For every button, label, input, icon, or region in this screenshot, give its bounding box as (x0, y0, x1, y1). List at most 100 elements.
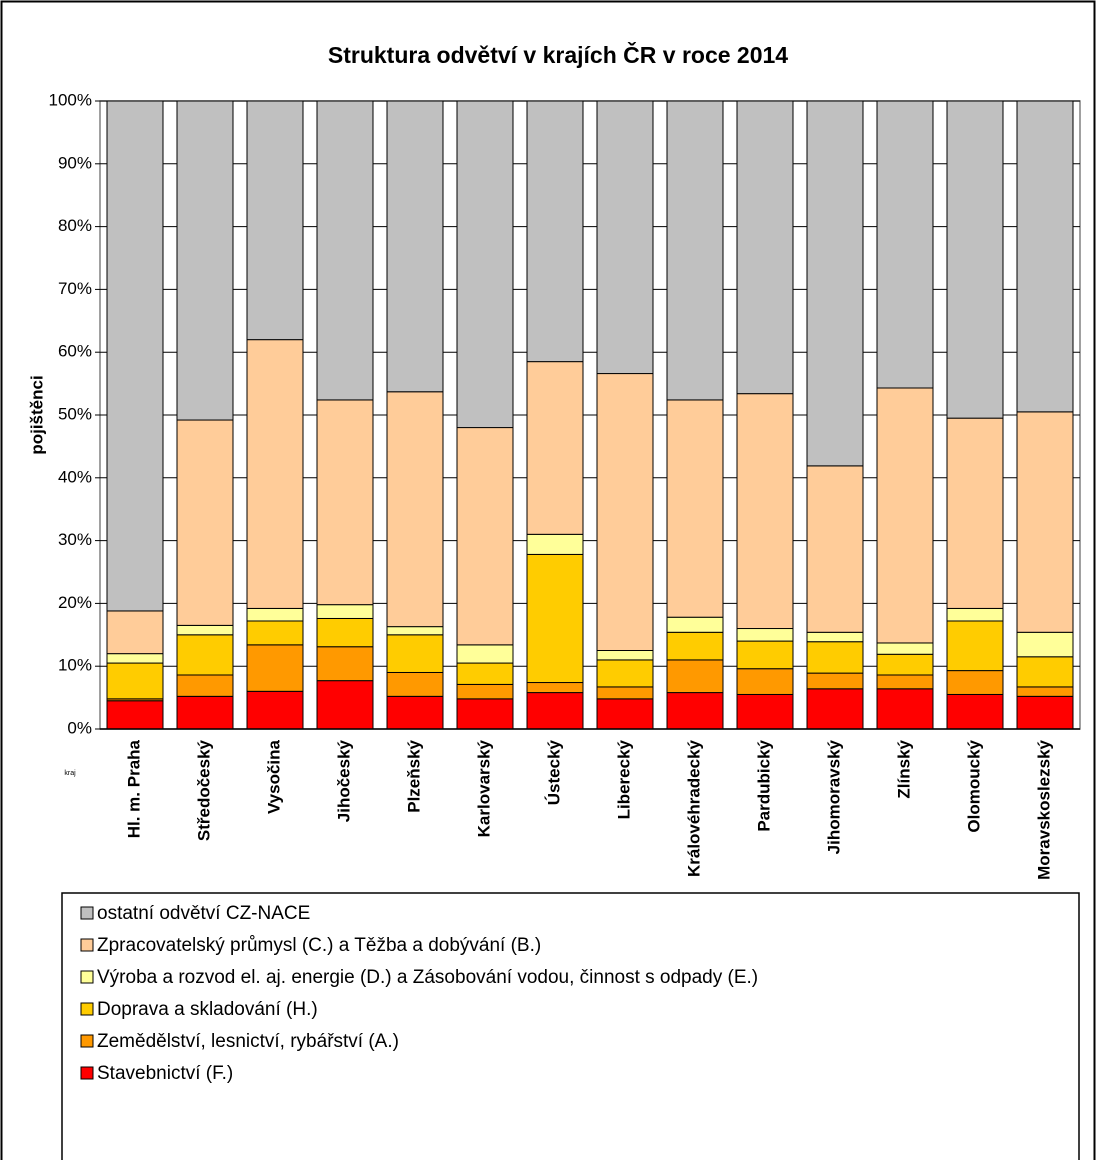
legend-swatch (80, 906, 94, 920)
bar-segment (946, 670, 1004, 695)
y-tick-label: 80% (58, 216, 92, 235)
bar-segment (386, 391, 444, 628)
bar-segment (666, 631, 724, 661)
bar-segment (1016, 100, 1074, 413)
bar-segment (316, 646, 374, 682)
bar-segment (736, 393, 794, 630)
bar-segment (876, 100, 934, 389)
y-tick-label: 20% (58, 593, 92, 612)
y-tick-label: 50% (58, 404, 92, 423)
bar-segment (666, 692, 724, 730)
x-axis-label: kraj (64, 770, 76, 777)
bar-segment (316, 399, 374, 606)
bar-segment (316, 604, 374, 619)
bar-segment (316, 100, 374, 401)
bar-segment (596, 100, 654, 375)
legend-swatch (80, 938, 94, 952)
bar-segment (946, 693, 1004, 730)
bar-segment (946, 620, 1004, 672)
bar-segment (806, 688, 864, 730)
bar-segment (176, 100, 234, 421)
y-tick-label: 30% (58, 530, 92, 549)
legend-label: Výroba a rozvod el. aj. energie (D.) a Z… (97, 967, 758, 988)
bar-segment (106, 610, 164, 655)
bar-segment (456, 100, 514, 429)
bar-segment (596, 686, 654, 700)
bar-segment (736, 668, 794, 695)
x-tick-label: Plzeňský (404, 739, 423, 812)
y-tick-label: 60% (58, 342, 92, 361)
x-tick-label: Pardubický (754, 739, 773, 831)
bar-segment (876, 674, 934, 690)
bar-segment (946, 607, 1004, 622)
bar-segment (1016, 695, 1074, 730)
bar-segment (806, 641, 864, 674)
bar-segment (456, 427, 514, 646)
bar-segment (876, 387, 934, 644)
legend-label: Zemědělství, lesnictví, rybářství (A.) (97, 1031, 399, 1052)
x-tick-label: Královéhradecký (684, 739, 703, 877)
x-tick-label: Jihočeský (334, 739, 353, 822)
bar-segment (176, 634, 234, 676)
bar-segment (106, 653, 164, 664)
bar-segment (736, 640, 794, 670)
bar-segment (596, 698, 654, 730)
bar-segment (666, 399, 724, 618)
bar-segment (176, 674, 234, 697)
x-tick-label: Středočeský (194, 739, 213, 841)
bar-segment (946, 100, 1004, 419)
bar-segment (666, 616, 724, 633)
bar-segment (596, 373, 654, 651)
x-tick-label: Hl. m. Praha (124, 739, 143, 838)
bar-segment (526, 692, 584, 730)
bar-segment (736, 100, 794, 395)
y-tick-label: 40% (58, 467, 92, 486)
bar-segment (176, 624, 234, 636)
y-tick-label: 70% (58, 279, 92, 298)
bar-segment (456, 662, 514, 685)
bar-segment (246, 690, 304, 730)
legend-box (61, 892, 1080, 1160)
y-tick-label: 10% (58, 656, 92, 675)
bar-segment (456, 698, 514, 730)
x-tick-label: Liberecký (614, 739, 633, 819)
bar-segment (526, 361, 584, 535)
bar-segment (736, 628, 794, 642)
bar-segment (736, 693, 794, 730)
bar-segment (1016, 686, 1074, 697)
chart-title: Struktura odvětví v krajích ČR v roce 20… (328, 41, 788, 68)
x-tick-label: Olomoucký (964, 739, 983, 832)
bar-segment (666, 659, 724, 694)
bar-segment (806, 672, 864, 690)
legend-label: Doprava a skladování (H.) (97, 999, 318, 1020)
bar-segment (596, 650, 654, 661)
legend-swatch (80, 970, 94, 984)
bar-segment (246, 100, 304, 341)
bar-segment (666, 100, 724, 401)
bar-segment (526, 533, 584, 555)
x-tick-label: Jihomoravský (824, 739, 843, 854)
bar-segment (1016, 656, 1074, 688)
bar-segment (386, 626, 444, 636)
legend-swatch (80, 1066, 94, 1080)
bar-segment (246, 620, 304, 646)
legend-swatch (80, 1034, 94, 1048)
bar-segment (106, 100, 164, 612)
bar-segment (876, 642, 934, 655)
x-tick-label: Karlovarský (474, 739, 493, 837)
y-tick-label: 0% (67, 718, 92, 737)
legend-label: Zpracovatelský průmysl (C.) a Těžba a do… (97, 935, 541, 956)
bar-segment (456, 683, 514, 700)
legend-label: ostatní odvětví CZ-NACE (97, 903, 310, 924)
x-tick-label: Ústecký (544, 739, 563, 805)
bar-segment (106, 700, 164, 730)
y-tick-label: 90% (58, 153, 92, 172)
x-tick-label: Zlínský (894, 739, 913, 798)
bar-segment (176, 419, 234, 626)
x-tick-label: Vysočina (264, 739, 283, 814)
bar-segment (806, 465, 864, 633)
y-tick-label: 100% (49, 90, 92, 109)
bar-segment (386, 100, 444, 393)
